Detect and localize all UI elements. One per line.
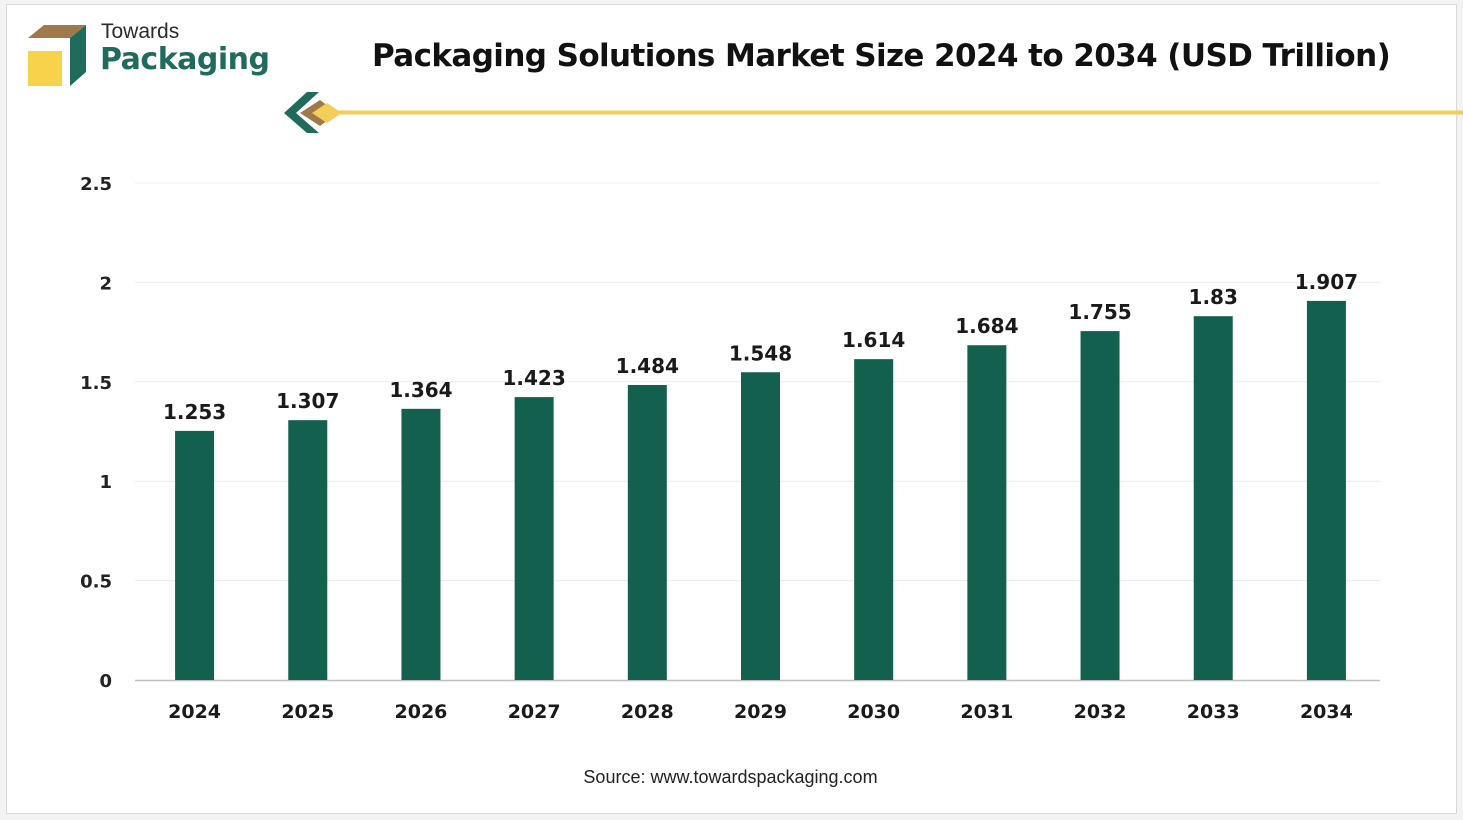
x-tick-label: 2027 bbox=[508, 701, 561, 723]
value-label: 1.253 bbox=[163, 400, 226, 424]
value-label: 1.364 bbox=[389, 378, 452, 402]
value-label: 1.614 bbox=[842, 328, 905, 352]
x-tick-label: 2033 bbox=[1187, 701, 1240, 723]
value-label: 1.307 bbox=[276, 389, 339, 413]
bar bbox=[1193, 316, 1233, 680]
chart-title: Packaging Solutions Market Size 2024 to … bbox=[372, 38, 1391, 74]
y-tick-label: 2 bbox=[99, 273, 112, 294]
value-label: 1.755 bbox=[1068, 300, 1131, 324]
y-tick-label: 1 bbox=[99, 472, 112, 493]
bar bbox=[514, 397, 554, 680]
x-tick-label: 2032 bbox=[1074, 701, 1127, 723]
bar bbox=[627, 384, 667, 680]
bar bbox=[1306, 300, 1346, 680]
x-tick-label: 2031 bbox=[960, 701, 1013, 723]
bar bbox=[967, 345, 1007, 680]
title-divider-icon bbox=[284, 92, 1463, 133]
x-tick-label: 2026 bbox=[395, 701, 448, 723]
y-tick-label: 0.5 bbox=[80, 572, 112, 593]
brand-name-line2: Packaging bbox=[100, 42, 270, 77]
bar bbox=[401, 408, 441, 680]
x-tick-label: 2024 bbox=[168, 701, 221, 723]
source-note: Source: www.towardspackaging.com bbox=[0, 767, 1463, 788]
y-tick-label: 0 bbox=[99, 671, 112, 692]
x-tick-label: 2029 bbox=[734, 701, 787, 723]
bar bbox=[741, 372, 780, 680]
bar bbox=[175, 430, 215, 680]
bar-chart: 0 0.5 1 1.5 2 2.5 1.253 2024 1.307 2025 1.364 2026 1… bbox=[80, 174, 1380, 723]
x-tick-label: 2030 bbox=[847, 701, 900, 723]
value-label: 1.684 bbox=[955, 314, 1018, 338]
x-tick-label: 2028 bbox=[621, 701, 674, 723]
x-tick-label: 2025 bbox=[281, 701, 334, 723]
value-label: 1.548 bbox=[729, 341, 792, 365]
y-tick-label: 2.5 bbox=[80, 174, 112, 195]
bar bbox=[288, 420, 328, 680]
x-tick-label: 2034 bbox=[1300, 701, 1353, 723]
brand-logo-icon bbox=[28, 25, 86, 86]
value-label: 1.484 bbox=[616, 354, 679, 378]
value-label: 1.907 bbox=[1295, 270, 1358, 294]
value-label: 1.423 bbox=[503, 366, 566, 390]
brand-name-line1: Towards bbox=[101, 20, 180, 43]
y-tick-label: 1.5 bbox=[80, 373, 112, 394]
bar bbox=[1080, 331, 1120, 680]
value-label: 1.83 bbox=[1189, 285, 1238, 309]
source-text: Source: www.towardspackaging.com bbox=[583, 767, 878, 787]
bar bbox=[854, 359, 894, 680]
